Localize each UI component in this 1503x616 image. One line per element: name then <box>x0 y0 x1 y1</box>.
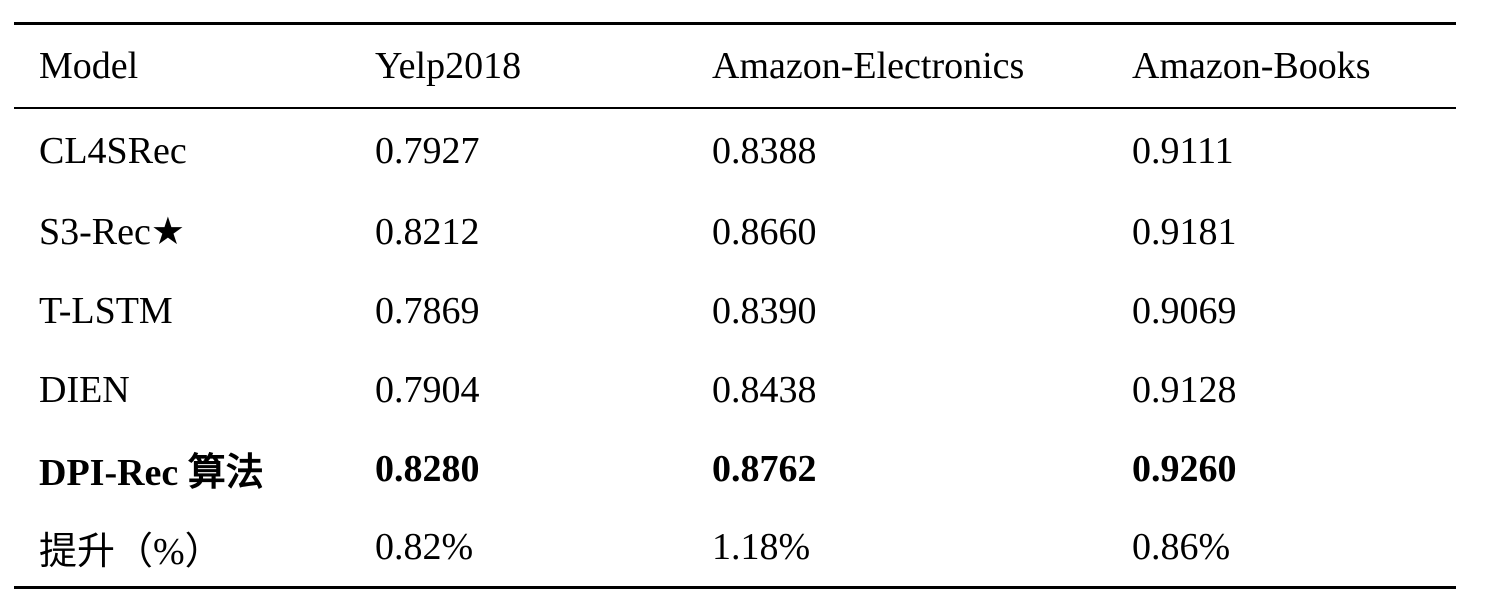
improvement-label-cell: 提升（%） <box>39 530 223 573</box>
value-cell: 0.8212 <box>375 210 480 253</box>
value-cell: 0.9128 <box>1132 368 1237 411</box>
value-cell: 0.8762 <box>712 447 817 490</box>
table-bottom-rule <box>14 586 1456 589</box>
value-cell: 0.8438 <box>712 368 817 411</box>
header-cell-amazon-electronics: Amazon-Electronics <box>712 45 1025 87</box>
header-cell-yelp2018: Yelp2018 <box>375 45 522 87</box>
value-cell: 0.8390 <box>712 289 817 332</box>
value-cell: 0.86% <box>1132 526 1231 568</box>
table-header-rule <box>14 107 1456 109</box>
table-row: CL4SRec 0.7927 0.8388 0.9111 <box>14 109 1456 192</box>
table-row: T-LSTM 0.7869 0.8390 0.9069 <box>14 271 1456 350</box>
value-cell: 0.7927 <box>375 129 480 172</box>
value-cell: 0.82% <box>375 526 474 568</box>
table-row-improvement: 提升（%） 0.82% 1.18% 0.86% <box>14 508 1456 586</box>
table-row: DIEN 0.7904 0.8438 0.9128 <box>14 350 1456 429</box>
value-cell: 0.9069 <box>1132 289 1237 332</box>
model-name-cell: T-LSTM <box>39 289 173 332</box>
results-table: Model Yelp2018 Amazon-Electronics Amazon… <box>14 22 1456 589</box>
value-cell: 0.8280 <box>375 447 480 490</box>
table-header-row: Model Yelp2018 Amazon-Electronics Amazon… <box>14 25 1456 107</box>
value-cell: 0.8388 <box>712 129 817 172</box>
table-row-highlighted: DPI-Rec 算法 0.8280 0.8762 0.9260 <box>14 429 1456 508</box>
value-cell: 0.7904 <box>375 368 480 411</box>
model-name-cell: DPI-Rec 算法 <box>39 452 264 494</box>
value-cell: 0.7869 <box>375 289 480 332</box>
value-cell: 0.8660 <box>712 210 817 253</box>
model-name-cell: CL4SRec <box>39 129 187 172</box>
value-cell: 0.9260 <box>1132 447 1237 490</box>
header-cell-amazon-books: Amazon-Books <box>1132 45 1371 87</box>
header-cell-model: Model <box>39 45 139 87</box>
table-row: S3-Rec★ 0.8212 0.8660 0.9181 <box>14 192 1456 271</box>
value-cell: 0.9181 <box>1132 210 1237 253</box>
model-name-cell: DIEN <box>39 368 130 411</box>
value-cell: 1.18% <box>712 526 811 568</box>
model-name-cell: S3-Rec★ <box>39 211 185 253</box>
table-top-rule <box>14 22 1456 25</box>
value-cell: 0.9111 <box>1132 129 1234 172</box>
